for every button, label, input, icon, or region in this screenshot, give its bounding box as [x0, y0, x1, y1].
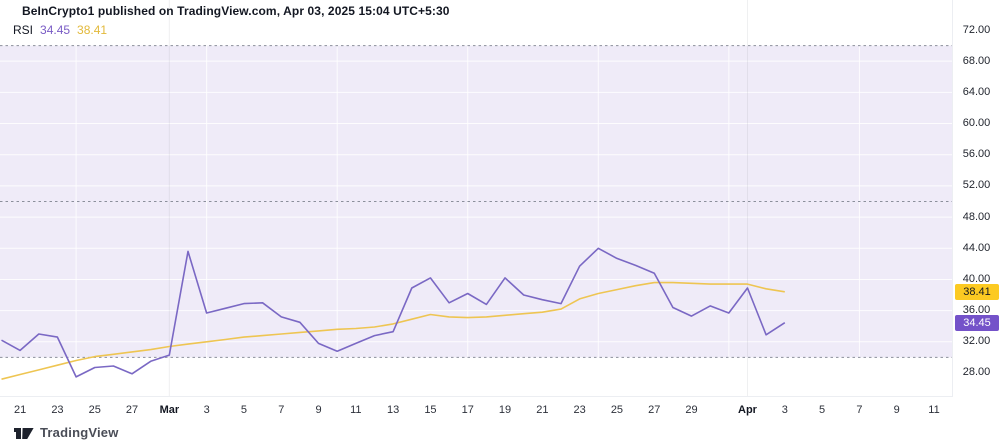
time-tick-label: 27 [125, 404, 139, 416]
price-tick-label: 36.00 [962, 304, 991, 317]
tradingview-brand-text: TradingView [40, 425, 119, 440]
price-tick-label: 52.00 [962, 179, 991, 192]
time-tick-label: 29 [685, 404, 698, 416]
time-tick-label: 11 [350, 404, 362, 416]
time-tick-label: 25 [610, 404, 624, 416]
price-tick-label: 60.00 [962, 117, 991, 130]
price-axis[interactable]: 38.41 34.45 72.00 68.00 64.00 60.00 56.00 52.… [952, 0, 1000, 397]
indicator-legend: RSI 34.45 38.41 [13, 23, 107, 37]
time-tick-label: 3 [781, 404, 788, 416]
rsi-line-series [1, 247, 786, 378]
time-tick-label: 17 [461, 404, 474, 416]
time-tick-label: 11 [928, 404, 940, 416]
ma-value-badge: 38.41 [955, 283, 999, 300]
tradingview-logo-icon [14, 428, 34, 439]
time-tick-label: 7 [856, 404, 863, 416]
time-tick-label: 15 [424, 404, 437, 416]
attribution-text: BeInCrypto1 published on TradingView.com… [22, 4, 450, 18]
time-tick-label: Apr [738, 404, 757, 416]
rsi-plot-area[interactable] [0, 0, 952, 397]
time-tick-label: 19 [498, 404, 512, 416]
time-tick-label: 9 [315, 404, 322, 416]
time-tick-label: Mar [159, 404, 180, 416]
legend-ma-value: 38.41 [77, 23, 108, 37]
legend-rsi-value: 34.45 [40, 23, 71, 37]
time-tick-label: 23 [573, 404, 586, 416]
price-tick-label: 32.00 [962, 335, 991, 348]
time-tick-label: 5 [240, 404, 247, 416]
time-axis[interactable]: 21 23 25 27 Mar 3 5 7 9 11 13 15 17 19 21 23 25 27 29 Apr 3 5… [0, 396, 952, 424]
price-tick-label: 64.00 [962, 85, 991, 98]
time-tick-label: 21 [536, 404, 549, 416]
time-tick-label: 23 [51, 404, 64, 416]
time-tick-label: 13 [387, 404, 400, 416]
price-tick-label: 44.00 [962, 241, 991, 254]
time-tick-label: 3 [203, 404, 210, 416]
ma-line-series [1, 281, 785, 380]
time-tick-label: 9 [893, 404, 900, 416]
time-tick-label: 21 [14, 404, 27, 416]
chart-pane[interactable] [0, 0, 952, 397]
price-tick-label: 56.00 [962, 148, 991, 161]
time-tick-label: 7 [278, 404, 285, 416]
rsi-value-badge: 34.45 [955, 314, 999, 331]
tradingview-branding[interactable]: TradingView [14, 424, 119, 441]
price-tick-label: 48.00 [962, 210, 991, 223]
price-tick-label: 40.00 [962, 272, 991, 285]
price-tick-label: 28.00 [962, 366, 991, 379]
time-tick-label: 27 [648, 404, 661, 416]
price-tick-label: 72.00 [962, 23, 991, 36]
indicator-name: RSI [13, 23, 34, 37]
time-tick-label: 5 [819, 404, 826, 416]
time-tick-label: 25 [88, 404, 101, 416]
price-tick-label: 68.00 [962, 54, 991, 67]
